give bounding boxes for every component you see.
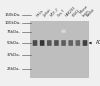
Text: ACTR3: ACTR3 [90, 41, 100, 45]
Text: 25kDa-: 25kDa- [7, 67, 21, 71]
FancyBboxPatch shape [68, 40, 73, 46]
FancyBboxPatch shape [61, 40, 66, 46]
FancyBboxPatch shape [54, 40, 59, 46]
Text: HeLa: HeLa [36, 9, 44, 18]
Text: MCF-7: MCF-7 [50, 8, 60, 18]
Text: Jurkat: Jurkat [43, 8, 52, 18]
Text: 150kDa-: 150kDa- [5, 13, 21, 17]
FancyBboxPatch shape [83, 40, 87, 46]
Text: 37kDa-: 37kDa- [7, 53, 21, 57]
Text: 75kDa-: 75kDa- [7, 30, 21, 34]
FancyBboxPatch shape [40, 40, 44, 46]
Text: Rabbit: Rabbit [86, 8, 96, 18]
Text: 50kDa-: 50kDa- [7, 41, 21, 45]
FancyBboxPatch shape [30, 21, 88, 77]
FancyBboxPatch shape [47, 40, 52, 46]
FancyBboxPatch shape [76, 40, 80, 46]
Text: 100kDa-: 100kDa- [4, 21, 21, 25]
Text: K-562: K-562 [71, 9, 81, 18]
Text: Mouse
brain: Mouse brain [78, 4, 92, 18]
FancyBboxPatch shape [33, 40, 37, 46]
Text: HEK293: HEK293 [64, 6, 76, 18]
Text: Cos-7: Cos-7 [57, 9, 66, 18]
FancyBboxPatch shape [62, 30, 66, 33]
